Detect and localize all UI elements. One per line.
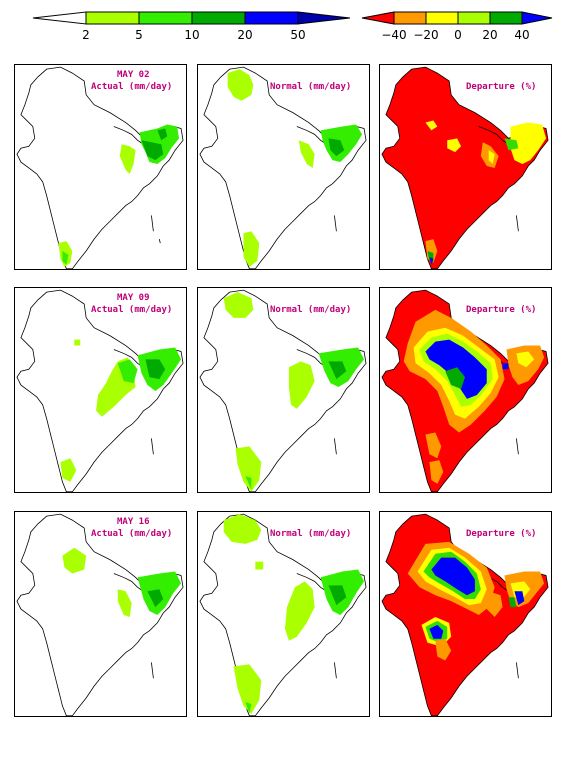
departure-tick-40: 40 [514,28,529,42]
panel-variable-label: Actual (mm/day) [91,305,173,315]
panel-variable-label: Normal (mm/day) [270,82,352,92]
departure-tick-minus20: −20 [413,28,438,42]
panel-date-label: MAY 09 [117,293,150,303]
panel-variable-label: Departure (%) [466,82,537,92]
panel-variable-label: Normal (mm/day) [270,529,352,539]
panel-variable-label: Actual (mm/day) [91,82,173,92]
map-normal-row1: Normal (mm/day) [197,64,370,270]
map-actual-row1: MAY 02 Actual (mm/day) [14,64,187,270]
panel-date-label: MAY 16 [117,517,150,527]
map-actual-row2: MAY 09 Actual (mm/day) [14,287,187,493]
panel-variable-label: Actual (mm/day) [91,529,173,539]
departure-tick-minus40: −40 [381,28,406,42]
departure-tick-0: 0 [454,28,462,42]
map-normal-row3: Normal (mm/day) [197,511,370,717]
colour-scales: 2 5 10 20 50 −40 −20 0 20 40 [32,11,553,42]
panel-variable-label: Normal (mm/day) [270,305,352,315]
rainfall-tick-5: 5 [135,28,143,42]
rainfall-tick-50: 50 [290,28,305,42]
departure-tick-20: 20 [482,28,497,42]
panel-date-label: MAY 02 [117,70,150,80]
panel-variable-label: Departure (%) [466,305,537,315]
map-normal-row2: Normal (mm/day) [197,287,370,493]
panel-variable-label: Departure (%) [466,529,537,539]
rainfall-tick-20: 20 [237,28,252,42]
map-departure-row3: Departure (%) [379,511,552,717]
map-departure-row2: Departure (%) [379,287,552,493]
rainfall-tick-2: 2 [82,28,90,42]
map-actual-row3: MAY 16 Actual (mm/day) [14,511,187,717]
departure-colour-scale: −40 −20 0 20 40 [361,11,553,42]
rainfall-colour-scale: 2 5 10 20 50 [32,11,351,42]
map-departure-row1: Departure (%) [379,64,552,270]
rainfall-tick-10: 10 [184,28,199,42]
